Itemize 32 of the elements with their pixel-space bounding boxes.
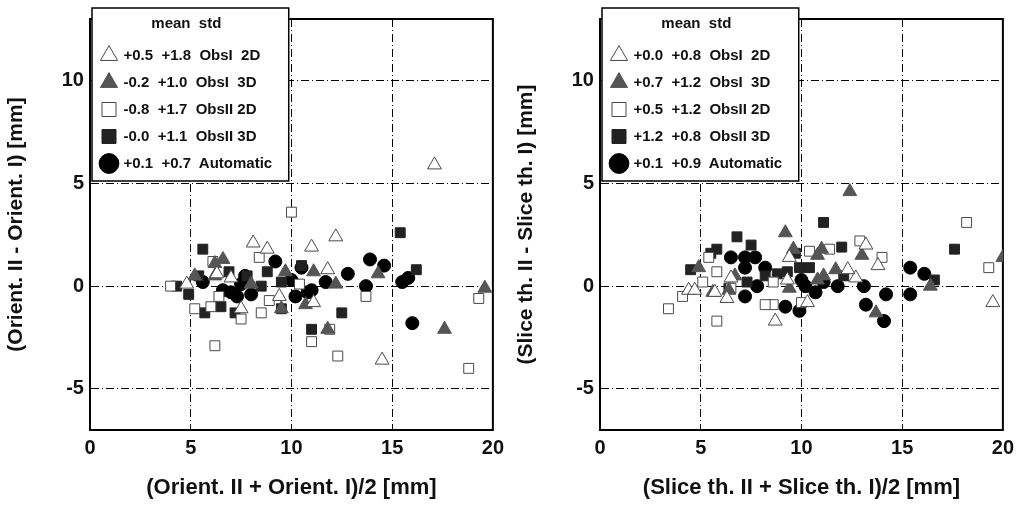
x-tick-label: 5 [695, 435, 707, 458]
legend-title: mean std [661, 13, 732, 31]
x-tick-label: 15 [891, 435, 914, 458]
y-tick-label: -5 [66, 376, 84, 399]
x-tick-label: 10 [790, 435, 813, 458]
x-tick-label: 5 [185, 435, 197, 458]
y-tick-label: 0 [72, 273, 84, 296]
legend-label: +1.2 +0.8 ObsII 3D [633, 126, 771, 144]
legend-label: +0.0 +0.8 ObsI 2D [633, 45, 771, 63]
y-tick-label: 10 [571, 68, 594, 91]
y-tick-label: 10 [61, 68, 84, 91]
legend-label: -0.2 +1.0 ObsI 3D [123, 72, 257, 90]
legend-label: +0.5 +1.2 ObsII 2D [633, 99, 771, 117]
x-tick-label: 20 [481, 435, 504, 458]
x-axis-title: (Slice th. II + Slice th. I)/2 [mm] [642, 473, 961, 499]
y-tick-label: 5 [582, 170, 594, 193]
x-tick-label: 15 [381, 435, 404, 458]
legend-label: +0.7 +1.2 ObsI 3D [633, 72, 771, 90]
legend-label: -0.8 +1.7 ObsII 2D [123, 99, 257, 117]
legend-label: +0.1 +0.7 Automatic [123, 153, 273, 171]
x-tick-label: 10 [280, 435, 303, 458]
x-tick-label: 20 [991, 435, 1014, 458]
y-tick-label: 0 [582, 273, 594, 296]
y-axis-title: (Orient. II - Orient. I) [mm] [3, 97, 27, 352]
legend-label: +0.1 +0.9 Automatic [633, 153, 783, 171]
y-tick-label: -5 [576, 376, 594, 399]
legend-title: mean std [151, 13, 222, 31]
y-tick-label: 5 [72, 170, 84, 193]
legend-label: -0.0 +1.1 ObsII 3D [123, 126, 257, 144]
legend-label: +0.5 +1.8 ObsI 2D [123, 45, 261, 63]
y-axis-title: (Slice th. II - Slice th. I) [mm] [513, 84, 537, 365]
x-axis-title: (Orient. II + Orient. I)/2 [mm] [146, 473, 437, 499]
